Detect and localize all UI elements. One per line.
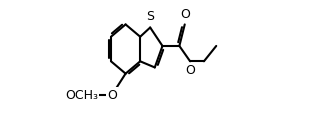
Text: O: O — [180, 8, 190, 21]
Text: O: O — [107, 89, 117, 102]
Text: O: O — [185, 64, 195, 77]
Text: OCH₃: OCH₃ — [65, 89, 98, 102]
Text: S: S — [146, 10, 154, 23]
